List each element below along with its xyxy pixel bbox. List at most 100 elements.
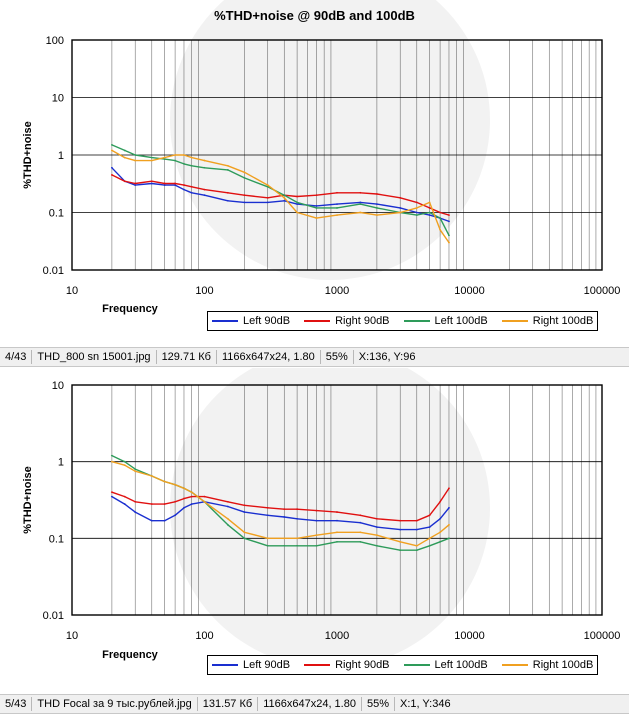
data-point bbox=[190, 156, 193, 159]
data-point bbox=[315, 194, 318, 197]
legend-label: Right 90dB bbox=[335, 315, 390, 327]
data-point bbox=[226, 164, 229, 167]
data-point bbox=[243, 194, 246, 197]
data-point bbox=[226, 199, 229, 202]
data-point bbox=[399, 519, 402, 522]
data-point bbox=[134, 500, 137, 503]
data-point bbox=[190, 495, 193, 498]
data-point bbox=[226, 500, 229, 503]
plot-frame bbox=[71, 39, 603, 271]
data-point bbox=[448, 234, 450, 237]
data-point bbox=[163, 503, 166, 505]
series-line-right-90db bbox=[111, 487, 450, 522]
data-point bbox=[226, 191, 229, 194]
data-point bbox=[439, 228, 442, 231]
data-point bbox=[399, 207, 402, 209]
data-point bbox=[296, 508, 299, 511]
data-point bbox=[266, 544, 269, 547]
data-point bbox=[174, 514, 177, 517]
y-axis-title: %THD+noise bbox=[22, 466, 34, 534]
data-point bbox=[174, 182, 177, 185]
data-point bbox=[296, 544, 299, 547]
status-dimensions: 1166x647x24, 1.80 bbox=[217, 350, 321, 364]
data-point bbox=[359, 191, 362, 194]
series-line-left-100db bbox=[111, 454, 450, 551]
data-point bbox=[359, 540, 362, 543]
data-point bbox=[163, 156, 166, 159]
y-tick-label: 10 bbox=[52, 380, 64, 392]
data-point bbox=[183, 506, 185, 509]
image-viewer-pane[interactable]: %THD+noise @ 90dB and 100dB 100 10 1 0.1 0.0… bbox=[0, 0, 629, 347]
legend-item-right-100db: Right 100dB bbox=[501, 659, 593, 671]
data-point bbox=[448, 487, 450, 490]
data-point bbox=[203, 188, 206, 191]
data-point bbox=[266, 184, 269, 186]
data-point bbox=[110, 491, 113, 494]
status-image-index: 4/43 bbox=[0, 350, 33, 364]
data-point bbox=[123, 503, 126, 505]
data-point bbox=[415, 211, 418, 214]
legend-item-right-90db: Right 90dB bbox=[304, 659, 390, 671]
data-point bbox=[150, 519, 153, 522]
data-point bbox=[359, 521, 362, 524]
data-point bbox=[336, 511, 338, 513]
data-point bbox=[415, 201, 418, 204]
data-point bbox=[110, 460, 113, 463]
data-point bbox=[428, 201, 431, 204]
data-point bbox=[203, 166, 206, 169]
y-tick-label: 0.01 bbox=[43, 265, 64, 277]
data-point bbox=[110, 454, 113, 457]
data-point bbox=[375, 544, 378, 547]
data-point bbox=[315, 519, 318, 522]
legend-item-left-90db: Left 90dB bbox=[212, 659, 290, 671]
data-point bbox=[123, 180, 126, 183]
y-tick-label: 0.01 bbox=[43, 610, 64, 622]
data-point bbox=[174, 500, 177, 503]
data-point bbox=[359, 203, 362, 205]
status-filesize: 129.71 Кб bbox=[157, 350, 217, 364]
data-point bbox=[399, 549, 402, 552]
data-point bbox=[243, 504, 246, 507]
chart-legend: Left 90dB Right 90dB Left 100dB Right 10… bbox=[207, 655, 599, 675]
data-point bbox=[399, 528, 402, 531]
data-point bbox=[428, 544, 431, 547]
data-point bbox=[183, 163, 185, 165]
data-point bbox=[439, 531, 442, 534]
data-point bbox=[415, 544, 418, 547]
data-point bbox=[283, 544, 286, 547]
data-point bbox=[150, 475, 153, 477]
status-bar: 4/43 THD_800 sn 15001.jpg 129.71 Кб 1166… bbox=[0, 347, 629, 367]
y-tick-label: 1 bbox=[58, 457, 64, 469]
data-point bbox=[283, 196, 286, 199]
status-bar: 5/43 THD Focal за 9 тыс.рублей.jpg 131.5… bbox=[0, 694, 629, 714]
legend-label: Left 100dB bbox=[434, 659, 488, 671]
data-point bbox=[375, 534, 378, 537]
data-point bbox=[336, 540, 338, 543]
data-point bbox=[448, 506, 450, 509]
data-point bbox=[266, 506, 269, 509]
data-point bbox=[415, 528, 418, 531]
data-point bbox=[448, 537, 450, 540]
data-point bbox=[428, 514, 431, 517]
data-point bbox=[163, 480, 166, 483]
y-tick-label: 100 bbox=[46, 35, 64, 47]
image-viewer-pane[interactable]: 10 1 0.1 0.01 10 100 1000 10000 100000 %THD+noise… bbox=[0, 368, 629, 694]
status-cursor-position: X:1, Y:346 bbox=[400, 698, 451, 710]
x-axis-title: Frequency bbox=[102, 303, 159, 315]
data-point bbox=[174, 154, 177, 156]
data-point bbox=[296, 195, 299, 198]
data-point bbox=[266, 537, 269, 540]
data-point bbox=[134, 470, 137, 473]
data-point bbox=[315, 544, 318, 547]
legend-label: Right 90dB bbox=[335, 659, 390, 671]
y-tick-label: 1 bbox=[58, 150, 64, 162]
x-tick-label: 10000 bbox=[454, 285, 485, 297]
legend-swatch bbox=[403, 320, 430, 322]
status-filesize: 131.57 Кб bbox=[198, 697, 259, 711]
data-point bbox=[163, 184, 166, 186]
data-point bbox=[296, 201, 299, 204]
x-tick-label: 10 bbox=[66, 630, 78, 642]
data-point bbox=[163, 519, 166, 522]
legend-label: Left 90dB bbox=[243, 315, 291, 327]
